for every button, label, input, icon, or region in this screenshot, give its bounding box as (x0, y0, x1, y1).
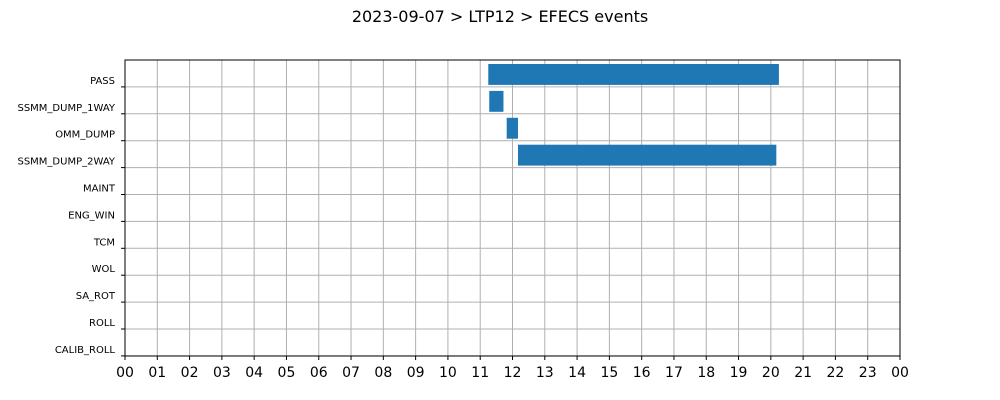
x-tick-label: 12 (504, 365, 522, 381)
x-tick-label: 08 (374, 365, 392, 381)
x-tick-label: 00 (116, 365, 134, 381)
x-tick-label: 01 (148, 365, 166, 381)
y-tick-label: SA_ROT (76, 291, 116, 302)
event-bars (488, 64, 779, 166)
x-axis: 00 01 02 03 04 05 06 07 08 09 10 11 12 13 14 15 16 17 18 19… (116, 356, 909, 381)
x-tick-label: 15 (600, 365, 618, 381)
y-tick-label: OMM_DUMP (55, 130, 115, 141)
x-tick-label: 19 (730, 365, 748, 381)
x-tick-label: 10 (439, 365, 457, 381)
event-bar (517, 144, 777, 166)
x-tick-label: 02 (181, 365, 199, 381)
x-tick-label: 16 (633, 365, 651, 381)
chart-title: 2023-09-07 > LTP12 > EFECS events (352, 7, 648, 26)
y-tick-label: SSMM_DUMP_2WAY (17, 157, 115, 168)
grid-lines (124, 60, 901, 357)
x-tick-label: 23 (859, 365, 877, 381)
y-tick-label: TCM (93, 237, 115, 248)
x-tick-label: 04 (245, 365, 263, 381)
x-tick-label: 14 (568, 365, 586, 381)
y-tick-label: MAINT (83, 184, 116, 195)
y-tick-label: PASS (90, 76, 115, 87)
x-tick-label: 05 (278, 365, 296, 381)
y-tick-label: WOL (92, 264, 116, 275)
event-bar (506, 117, 518, 139)
x-tick-label: 00 (891, 365, 909, 381)
y-tick-label: SSMM_DUMP_1WAY (17, 103, 115, 114)
x-tick-label: 20 (762, 365, 780, 381)
y-axis: PASS SSMM_DUMP_1WAY OMM_DUMP SSMM_DUMP_2WAY… (17, 76, 125, 357)
x-tick-label: 13 (536, 365, 554, 381)
event-bar (489, 90, 504, 112)
x-tick-label: 18 (697, 365, 715, 381)
y-tick-label: ROLL (89, 318, 115, 329)
x-tick-label: 21 (794, 365, 812, 381)
y-tick-label: ENG_WIN (68, 210, 115, 221)
y-tick-label: CALIB_ROLL (55, 345, 116, 356)
x-tick-label: 11 (471, 365, 489, 381)
x-tick-label: 03 (213, 365, 231, 381)
x-tick-label: 06 (310, 365, 328, 381)
x-tick-label: 22 (827, 365, 845, 381)
x-tick-label: 09 (407, 365, 425, 381)
x-tick-label: 17 (665, 365, 683, 381)
x-tick-label: 07 (342, 365, 360, 381)
event-bar (488, 64, 779, 85)
